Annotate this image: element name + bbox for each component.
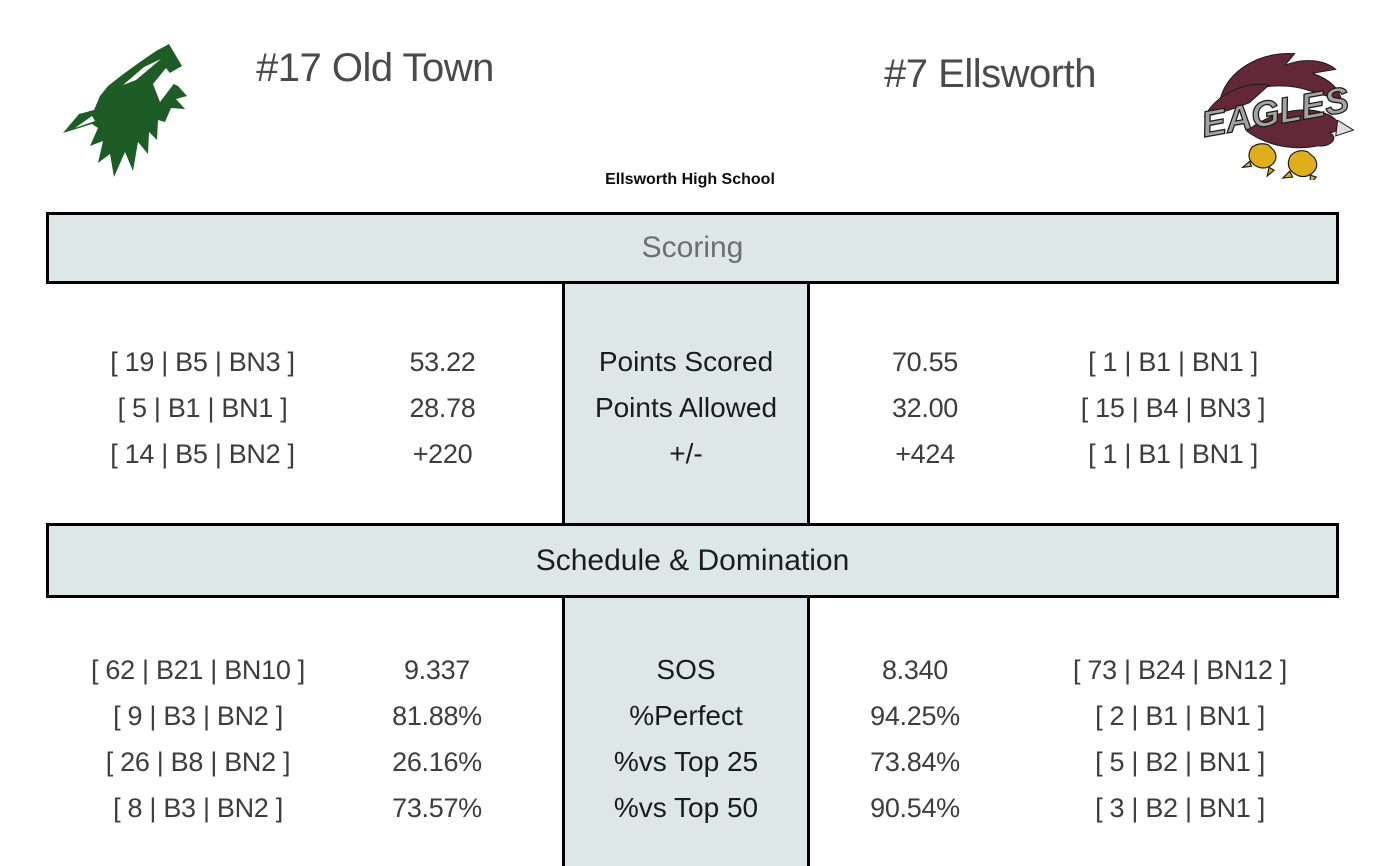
rank-cell: [ 3 | B2 | BN1 ] (1095, 793, 1265, 823)
coyote-ear-detail (75, 116, 95, 128)
coyote-head-shape (63, 44, 187, 177)
scoring-right-values: 70.55 32.00 +424 (862, 339, 988, 477)
value-cell: 8.340 (881, 655, 949, 685)
rank-cell: [ 2 | B1 | BN1 ] (1095, 701, 1265, 731)
rank-cell: [ 5 | B2 | BN1 ] (1095, 747, 1265, 777)
value-cell: 28.78 (409, 393, 476, 423)
rank-cell: [ 62 | B21 | BN10 ] (91, 655, 305, 685)
rank-cell: [ 73 | B24 | BN12 ] (1073, 655, 1287, 685)
scoring-right-ranks: [ 1 | B1 | BN1 ] [ 15 | B4 | BN3 ] [ 1 |… (1023, 339, 1323, 477)
scoring-left-ranks: [ 19 | B5 | BN3 ] [ 5 | B1 | BN1 ] [ 14 … (60, 339, 345, 477)
value-cell: 32.00 (891, 393, 959, 423)
school-subtitle: Ellsworth High School (605, 171, 775, 188)
value-cell: 90.54% (870, 793, 960, 823)
rank-cell: [ 1 | B1 | BN1 ] (1088, 347, 1258, 377)
value-cell: 73.57% (392, 793, 482, 823)
metric-label: %vs Top 50 (613, 792, 759, 823)
coyote-logo (63, 44, 187, 177)
rank-cell: [ 5 | B1 | BN1 ] (117, 393, 288, 423)
schedule-left-values: 9.337 81.88% 26.16% 73.57% (372, 647, 502, 831)
eagle-body (1245, 109, 1347, 149)
rank-cell: [ 14 | B5 | BN2 ] (110, 439, 295, 469)
schedule-metric-column: SOS %Perfect %vs Top 25 %vs Top 50 (562, 598, 810, 866)
schedule-left-ranks: [ 62 | B21 | BN10 ] [ 9 | B3 | BN2 ] [ 2… (48, 647, 348, 831)
metric-label: +/- (669, 438, 703, 469)
eagle-beak (1335, 119, 1355, 137)
metric-label: Points Scored (598, 346, 774, 377)
eagle-wing-lower (1203, 83, 1271, 117)
schedule-right-values: 8.340 94.25% 73.84% 90.54% (850, 647, 980, 831)
schedule-section-title: Schedule & Domination (535, 543, 850, 577)
scoring-left-values: 53.22 28.78 +220 (380, 339, 505, 477)
eagle-talons (1240, 143, 1318, 180)
metric-label: %vs Top 25 (613, 746, 759, 777)
rank-cell: [ 9 | B3 | BN2 ] (113, 701, 283, 731)
value-cell: 53.22 (409, 347, 476, 377)
coyote-muzzle-detail (123, 59, 161, 85)
metric-label: Points Allowed (594, 392, 778, 423)
rank-cell: [ 8 | B3 | BN2 ] (113, 793, 283, 823)
scoring-section-title: Scoring (641, 231, 744, 264)
rank-cell: [ 26 | B8 | BN2 ] (105, 747, 291, 777)
schedule-section-header: Schedule & Domination (46, 523, 1339, 598)
metric-label: %Perfect (629, 700, 743, 731)
schedule-right-ranks: [ 73 | B24 | BN12 ] [ 2 | B1 | BN1 ] [ 5… (1030, 647, 1330, 831)
value-cell: 73.84% (870, 747, 960, 777)
value-cell: +220 (412, 439, 473, 469)
eagles-logo: EAGLES (1198, 53, 1355, 180)
rank-cell: [ 19 | B5 | BN3 ] (110, 347, 295, 377)
coyote-mouth-detail (153, 68, 176, 102)
value-cell: 70.55 (891, 347, 959, 377)
value-cell: +424 (895, 439, 955, 469)
value-cell: 94.25% (870, 701, 960, 731)
scoring-section-header: Scoring (46, 212, 1339, 284)
scoring-metric-column: Points Scored Points Allowed +/- (562, 284, 810, 523)
value-cell: 26.16% (392, 747, 482, 777)
metric-label: SOS (656, 654, 716, 685)
rank-cell: [ 15 | B4 | BN3 ] (1080, 393, 1266, 423)
value-cell: 81.88% (392, 701, 482, 731)
right-team-title: #7 Ellsworth (884, 52, 1096, 96)
left-team-title: #17 Old Town (256, 46, 494, 90)
rank-cell: [ 1 | B1 | BN1 ] (1088, 439, 1258, 469)
value-cell: 9.337 (403, 655, 471, 685)
